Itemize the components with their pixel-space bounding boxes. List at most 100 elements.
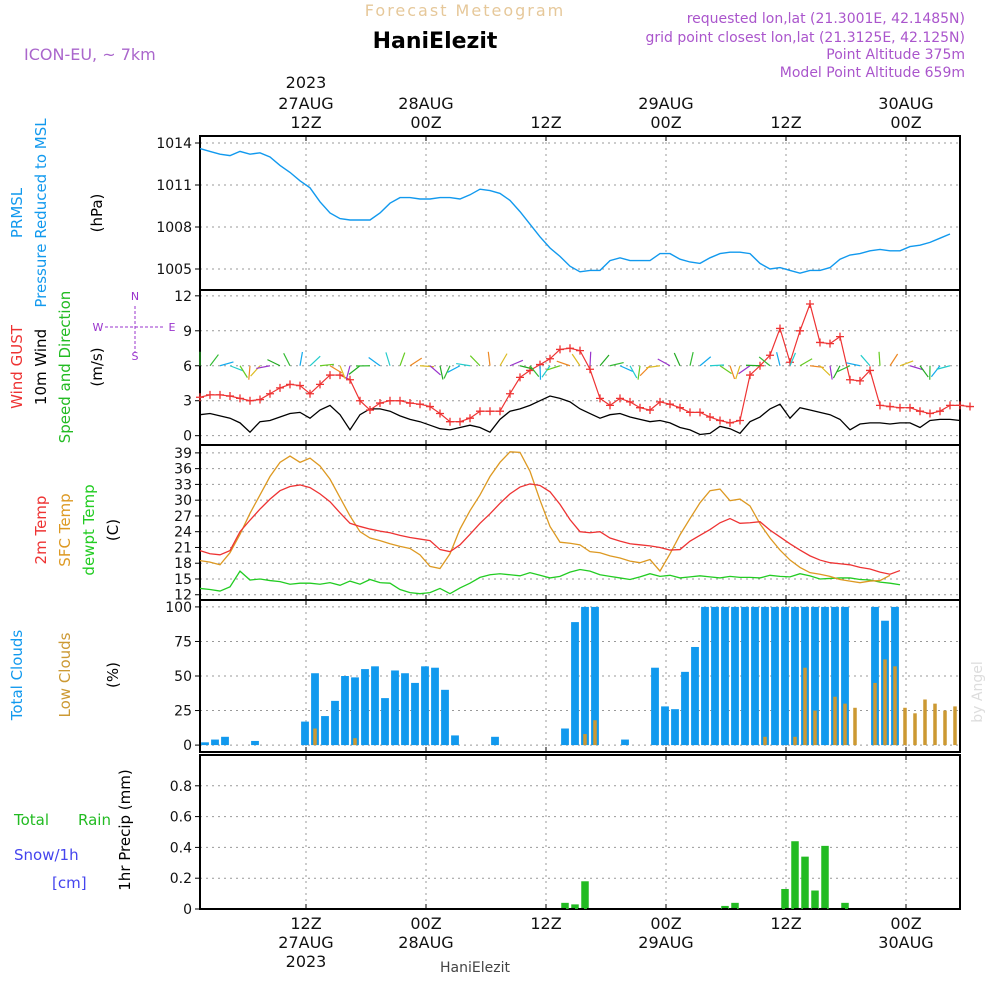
time-label-bottom: 12Z xyxy=(290,914,321,933)
total-cloud-bar xyxy=(761,607,769,745)
gust-marker xyxy=(966,403,974,411)
wind-direction-arrow xyxy=(590,352,591,366)
gust-marker xyxy=(806,300,814,308)
gust-marker xyxy=(256,396,264,404)
footer-station: HaniElezit xyxy=(440,960,510,976)
total-cloud-bar xyxy=(391,670,399,745)
pressure-line xyxy=(200,149,950,274)
low-cloud-bar xyxy=(803,668,807,745)
low-cloud-bar xyxy=(923,699,927,745)
gust-marker xyxy=(456,418,464,426)
gust-marker xyxy=(386,397,394,405)
gust-marker xyxy=(636,404,644,412)
gust-marker xyxy=(796,327,804,335)
watermark: by Angel xyxy=(970,661,986,722)
y-tick-label: 36 xyxy=(174,462,192,478)
total-cloud-bar xyxy=(781,607,789,745)
total-cloud-bar xyxy=(721,607,729,745)
low-cloud-bar xyxy=(943,711,947,746)
wind-direction-arrow xyxy=(369,358,380,366)
label-dewpt-temp: dewpt Temp xyxy=(80,484,98,575)
time-label-top: 12Z xyxy=(530,113,561,132)
wind-direction-arrow xyxy=(310,356,320,366)
total-cloud-bar xyxy=(321,716,329,745)
total-cloud-bar xyxy=(491,737,499,745)
gust-marker xyxy=(426,403,434,411)
y-tick-label: 1014 xyxy=(156,136,192,152)
low-cloud-bar xyxy=(873,683,877,745)
gust-marker xyxy=(956,401,964,409)
gust-marker xyxy=(476,407,484,415)
gust-marker xyxy=(616,394,624,402)
wind-direction-arrow xyxy=(430,366,441,375)
total-cloud-bar xyxy=(381,698,389,745)
gust-marker xyxy=(226,392,234,400)
label-wind-gust: Wind GUST xyxy=(8,324,26,409)
total-cloud-bar xyxy=(431,668,439,745)
gust-marker xyxy=(206,391,214,399)
y-tick-label: 30 xyxy=(174,493,192,509)
y-tick-label: 0.4 xyxy=(170,840,192,856)
gust-marker xyxy=(416,400,424,408)
rain-bar xyxy=(791,841,799,909)
wind-direction-arrow xyxy=(777,352,780,366)
low-cloud-bar xyxy=(883,659,887,745)
total-cloud-bar xyxy=(221,737,229,745)
gust-marker xyxy=(626,398,634,406)
y-tick-label: 6 xyxy=(183,359,192,375)
model-name: ICON-EU, ~ 7km xyxy=(24,45,156,64)
closest-coords: grid point closest lon,lat (21.3125E, 42… xyxy=(645,30,965,46)
gust-marker xyxy=(686,408,694,416)
gust-marker xyxy=(496,407,504,415)
wind-direction-arrow xyxy=(736,366,740,379)
low-cloud-bar xyxy=(843,704,847,745)
gust-marker xyxy=(826,340,834,348)
time-label-top: 29AUG xyxy=(638,94,693,113)
label-cm: [cm] xyxy=(52,874,87,892)
y-tick-label: 21 xyxy=(174,540,192,556)
product-title: Forecast Meteogram xyxy=(365,1,565,20)
wind-direction-arrow xyxy=(658,359,670,366)
time-label-top: 12Z xyxy=(290,113,321,132)
panel-5: 00.20.40.60.8 xyxy=(170,755,960,918)
wind-direction-arrow xyxy=(510,360,523,365)
label-total: Total xyxy=(13,811,49,829)
requested-coords: requested lon,lat (21.3001E, 42.1485N) xyxy=(687,11,965,27)
gust-marker xyxy=(936,407,944,415)
wind-direction-arrow xyxy=(400,353,405,366)
total-cloud-bar xyxy=(731,607,739,745)
label-low-clouds: Low Clouds xyxy=(56,632,74,717)
time-label-bottom: 2023 xyxy=(286,952,327,971)
time-label-top: 00Z xyxy=(650,113,681,132)
time-label-bottom: 12Z xyxy=(530,914,561,933)
gust-marker xyxy=(266,390,274,398)
total-cloud-bar xyxy=(201,742,209,745)
time-label-top: 28AUG xyxy=(398,94,453,113)
time-label-top: 30AUG xyxy=(878,94,933,113)
wind-direction-arrow xyxy=(500,354,507,366)
time-label-top: 00Z xyxy=(410,113,441,132)
time-label-bottom: 29AUG xyxy=(638,933,693,952)
low-cloud-bar xyxy=(953,706,957,745)
total-cloud-bar xyxy=(571,622,579,745)
label-snow: Snow/1h xyxy=(14,846,79,864)
total-cloud-bar xyxy=(341,676,349,745)
model-altitude: Model Point Altitude 659m xyxy=(780,65,965,81)
total-cloud-bar xyxy=(581,607,589,745)
gust-marker xyxy=(516,373,524,381)
total-cloud-bar xyxy=(691,647,699,745)
wind-direction-arrow xyxy=(879,352,880,366)
time-label-bottom: 00Z xyxy=(650,914,681,933)
low-cloud-bar xyxy=(763,737,767,745)
y-tick-label: 0.6 xyxy=(170,810,192,826)
total-cloud-bar xyxy=(421,666,429,745)
wind-direction-arrow xyxy=(284,353,290,365)
label-prmsl: PRMSL xyxy=(8,187,26,238)
time-label-top: 27AUG xyxy=(278,94,333,113)
time-label-bottom: 27AUG xyxy=(278,933,333,952)
gust-marker xyxy=(396,397,404,405)
wind-direction-arrow xyxy=(739,366,750,374)
gust-marker xyxy=(376,399,384,407)
